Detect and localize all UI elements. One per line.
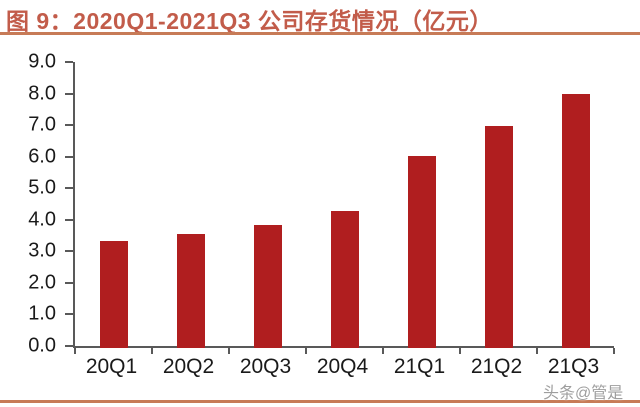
bar-slot-21Q1 [383,62,460,348]
figure-title: 图 9：2020Q1-2021Q3 公司存货情况（亿元） [6,8,493,34]
y-tick-label-6.0: 6.0 [28,145,56,168]
y-axis-labels: 0.0 1.0 2.0 3.0 4.0 5.0 6.0 7.0 8.0 9.0 [0,51,56,357]
plot-area [65,61,615,354]
x-tick-label-20Q2: 20Q2 [162,355,215,378]
y-tick-mark-1.0 [65,313,73,316]
y-tick-label-3.0: 3.0 [28,239,56,262]
bar-slot-20Q4 [306,62,383,348]
bar-21Q1 [407,155,436,348]
y-tick-label-4.0: 4.0 [28,208,56,231]
x-axis-labels: 20Q1 20Q2 20Q3 20Q4 21Q1 21Q2 21Q3 [73,355,612,379]
bar-series [75,62,614,348]
bar-21Q2 [484,125,513,348]
bar-20Q3 [253,224,282,348]
x-tick-mark-7 [613,348,615,354]
x-tick-mark-4 [381,348,384,354]
y-tick-mark-2.0 [65,281,73,284]
y-tick-label-0.0: 0.0 [28,334,56,357]
y-tick-label-2.0: 2.0 [28,271,56,294]
y-tick-label-1.0: 1.0 [28,302,56,325]
title-divider [0,32,640,35]
x-tick-label-20Q4: 20Q4 [316,355,369,378]
bar-slot-21Q2 [460,62,537,348]
x-tick-label-21Q3: 21Q3 [547,355,600,378]
bar-slot-20Q2 [152,62,229,348]
bar-slot-21Q3 [537,62,614,348]
bar-20Q4 [330,210,359,348]
x-tick-mark-0 [74,348,76,354]
x-tick-mark-1 [150,348,153,354]
bottom-divider [0,400,640,403]
y-tick-mark-4.0 [65,218,73,221]
y-tick-mark-5.0 [65,187,73,190]
x-tick-label-20Q3: 20Q3 [239,355,292,378]
x-tick-mark-6 [536,348,538,354]
bar-21Q3 [561,93,590,348]
y-tick-label-8.0: 8.0 [28,82,56,105]
y-tick-mark-8.0 [65,92,73,95]
y-tick-mark-0.0 [65,345,73,347]
bar-20Q2 [176,234,205,348]
bar-slot-20Q1 [75,62,152,348]
bar-slot-20Q3 [229,62,306,348]
y-tick-mark-7.0 [65,124,73,127]
y-tick-mark-9.0 [65,61,73,63]
y-tick-label-9.0: 9.0 [28,50,56,73]
y-tick-label-7.0: 7.0 [28,113,56,136]
y-tick-mark-3.0 [65,250,73,253]
x-tick-label-21Q1: 21Q1 [393,355,446,378]
x-tick-mark-5 [459,348,461,354]
bar-20Q1 [99,240,128,348]
y-tick-label-5.0: 5.0 [28,176,56,199]
x-tick-label-21Q2: 21Q2 [470,355,523,378]
watermark: 头条@管是 [543,385,624,402]
y-tick-mark-6.0 [65,155,73,158]
x-tick-mark-2 [227,348,230,354]
x-tick-mark-3 [305,348,307,354]
x-tick-label-20Q1: 20Q1 [85,355,138,378]
